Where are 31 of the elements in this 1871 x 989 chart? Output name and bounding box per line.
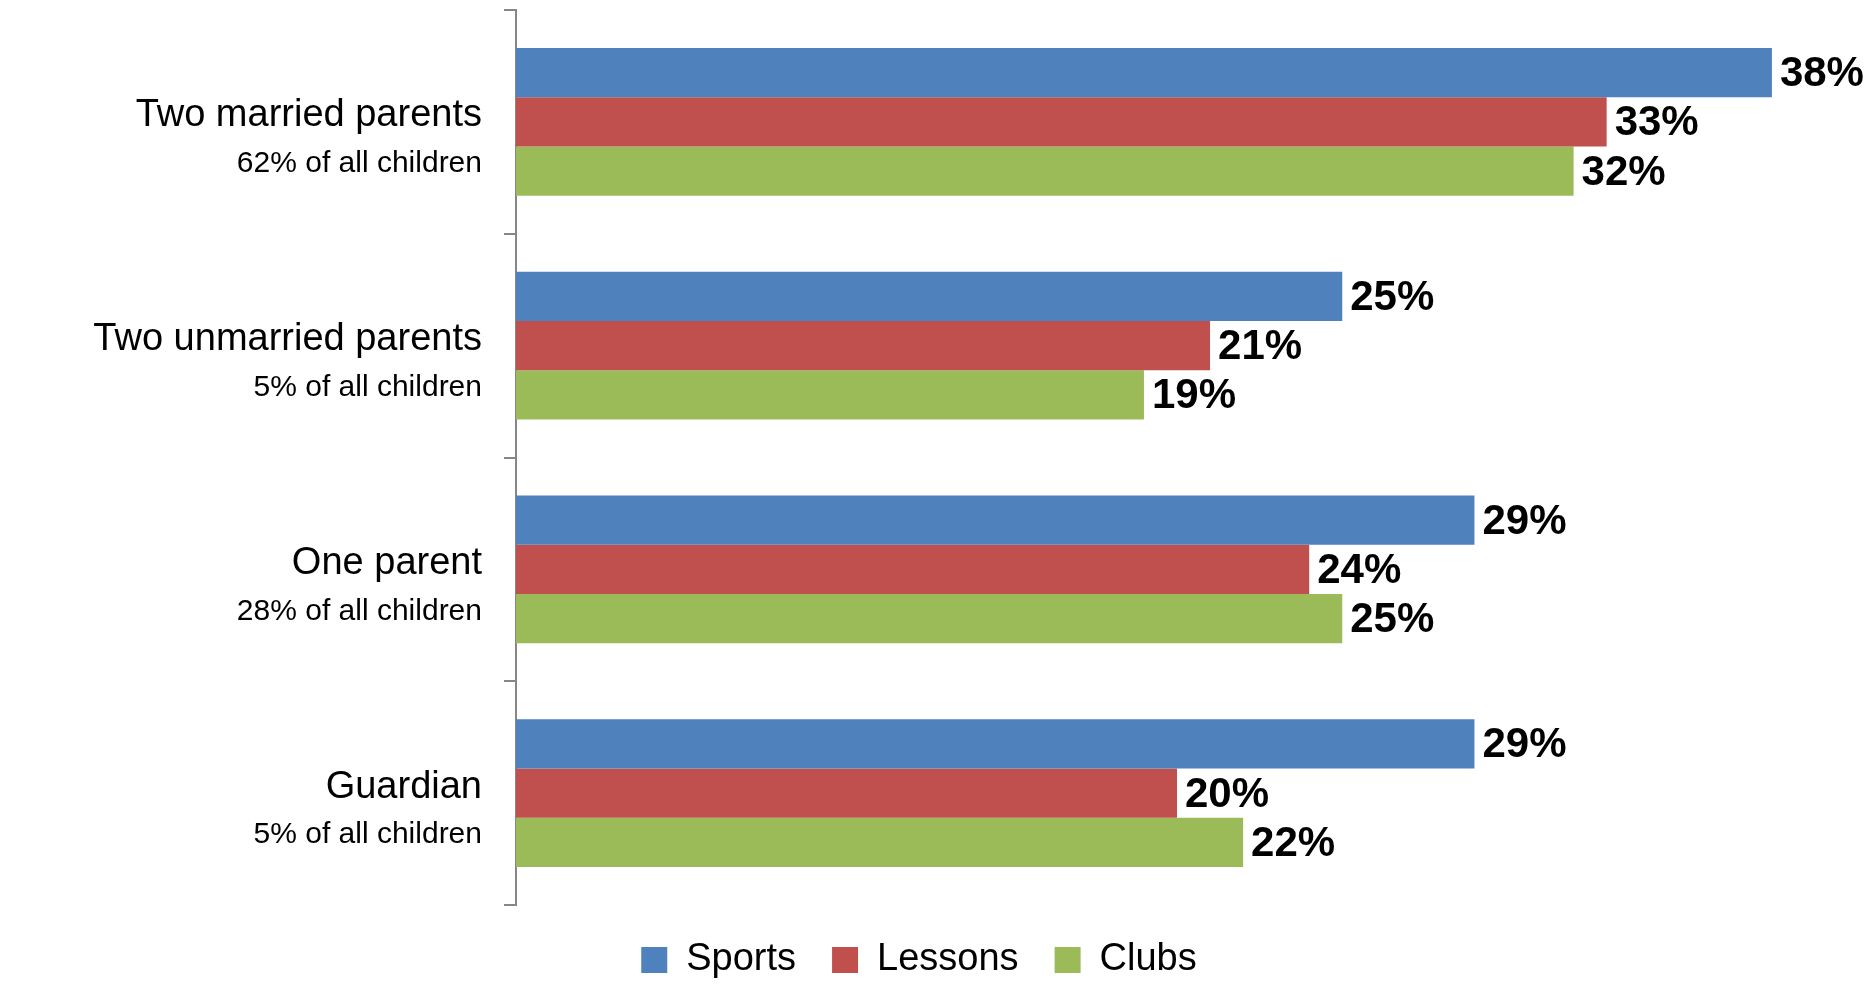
data-label: 19% — [1151, 370, 1237, 418]
data-label: 29% — [1482, 719, 1567, 767]
bar — [516, 370, 1144, 420]
bar — [516, 321, 1211, 371]
bar — [516, 271, 1343, 322]
y-tick-label: One parent 28% of all children — [236, 539, 483, 626]
data-label: 33% — [1614, 97, 1699, 145]
bar — [516, 495, 1475, 545]
legend-label: Sports — [686, 936, 797, 979]
bar — [516, 768, 1177, 818]
y-tick-label: Two unmarried parents 5% of all children — [93, 316, 482, 402]
y-tick-label: Two married parents 62% of all children — [135, 92, 482, 179]
data-label: 24% — [1317, 544, 1402, 592]
data-label: 38% — [1779, 48, 1864, 96]
data-label: 22% — [1251, 817, 1336, 865]
data-label: 32% — [1581, 146, 1666, 194]
bar — [516, 146, 1574, 196]
data-label: 21% — [1218, 321, 1303, 369]
data-label: 20% — [1185, 768, 1270, 816]
legend-label: Clubs — [1099, 936, 1197, 979]
data-label: 29% — [1482, 495, 1567, 543]
y-tick-label: Guardian 5% of all children — [253, 763, 482, 850]
bar — [516, 593, 1343, 644]
legend-label: Lessons — [877, 936, 1019, 979]
data-label: 25% — [1350, 271, 1435, 319]
bar — [516, 817, 1244, 867]
bar — [516, 48, 1772, 98]
data-label: 25% — [1350, 594, 1435, 642]
bar — [516, 97, 1607, 147]
bar — [516, 544, 1310, 594]
bar — [516, 719, 1475, 769]
